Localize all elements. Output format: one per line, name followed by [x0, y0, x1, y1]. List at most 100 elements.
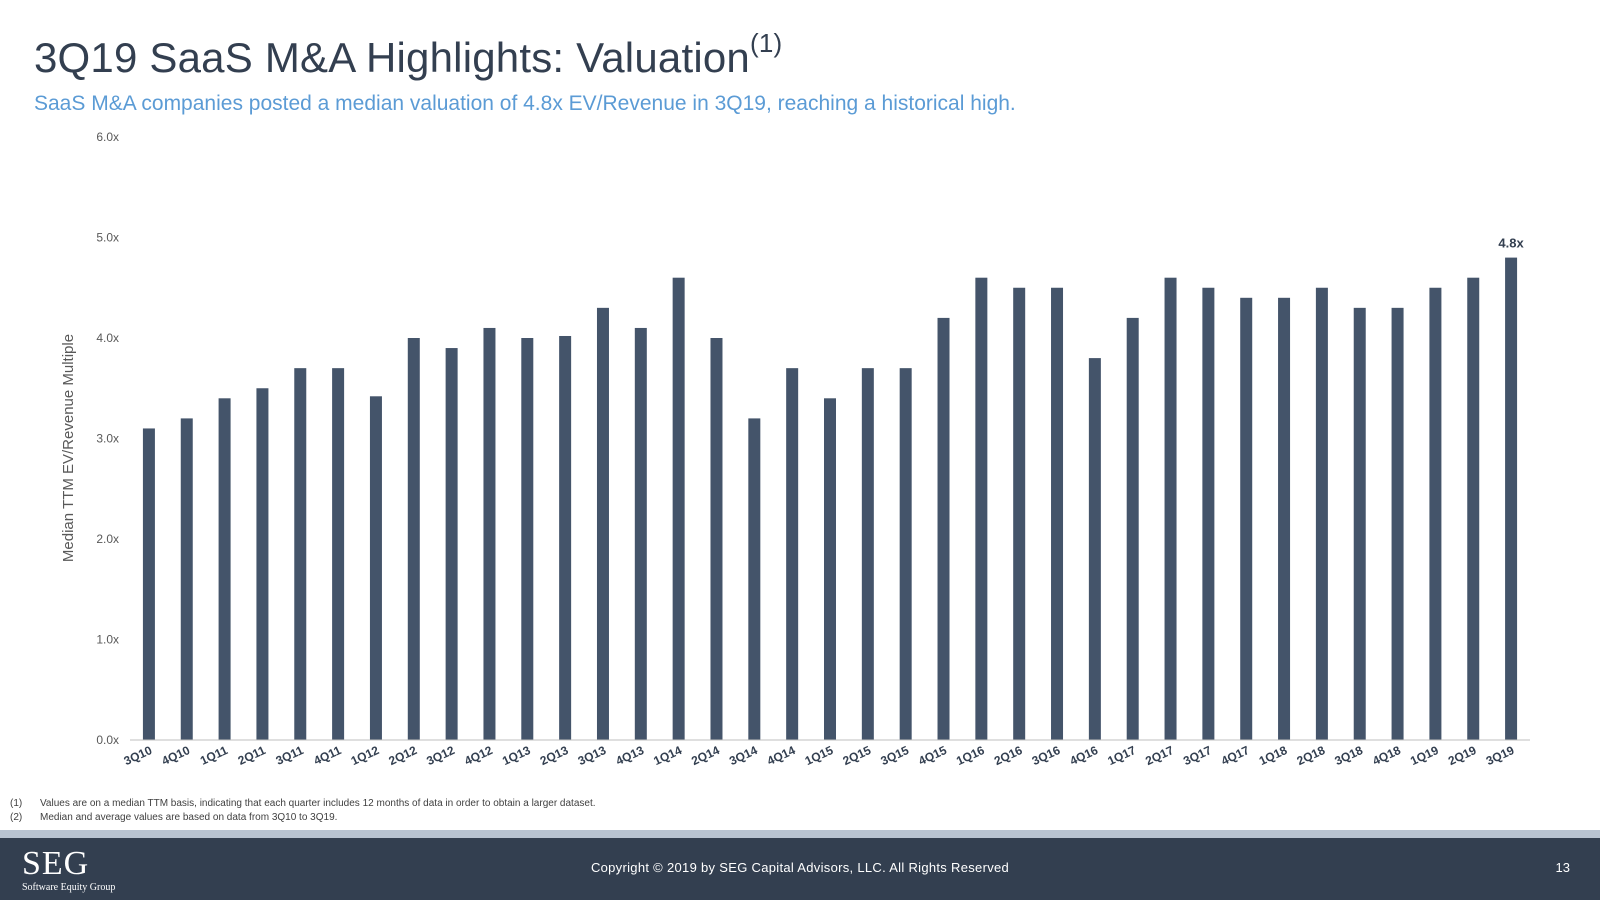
x-tick-label: 1Q18 [1257, 743, 1290, 768]
bar-1Q19 [1429, 287, 1442, 740]
x-tick-label: 4Q15 [916, 743, 949, 768]
x-tick-label: 1Q14 [651, 743, 684, 768]
bar-3Q16 [1051, 287, 1064, 740]
bar-2Q18 [1315, 287, 1328, 740]
x-tick-label: 3Q17 [1181, 743, 1214, 768]
x-tick-label: 1Q13 [500, 743, 533, 768]
bar-3Q11 [294, 368, 307, 740]
footnote-1: (1) Values are on a median TTM basis, ind… [10, 797, 596, 811]
x-tick-label: 3Q11 [274, 743, 306, 768]
page-number: 13 [1555, 860, 1570, 875]
footnote-text: Median and average values are based on d… [40, 812, 338, 823]
bar-2Q15 [861, 368, 874, 740]
bar-4Q11 [332, 368, 345, 740]
footer-bar: SEG Software Equity Group Copyright © 20… [0, 838, 1600, 900]
logo-wordmark: SEG [22, 845, 90, 882]
x-tick-label: 2Q13 [538, 743, 571, 768]
bar-series [142, 257, 1518, 740]
footer-stripe [0, 830, 1600, 838]
bar-3Q13 [596, 307, 609, 740]
bar-3Q12 [445, 348, 458, 740]
bar-4Q16 [1088, 358, 1101, 740]
x-axis-tick-labels: 3Q10 4Q10 1Q11 2Q11 3Q11 4Q11 1Q12 2Q12 3Q12 4Q12… [122, 743, 1517, 768]
footnote-number: (1) [10, 798, 23, 809]
x-tick-label: 2Q12 [387, 743, 420, 768]
logo-tagline: Software Equity Group [22, 882, 116, 893]
bar-1Q11 [218, 398, 231, 740]
seg-logo: SEG Software Equity Group [22, 846, 115, 894]
x-tick-label: 1Q17 [1105, 743, 1138, 768]
x-tick-label: 3Q13 [576, 743, 609, 768]
bar-4Q17 [1240, 297, 1253, 740]
x-tick-label: 4Q17 [1219, 743, 1252, 768]
bar-3Q14 [748, 418, 761, 740]
x-tick-label: 4Q11 [311, 743, 343, 768]
y-axis-label: Median TTM EV/Revenue Multiple [60, 334, 77, 562]
x-tick-label: 2Q16 [992, 743, 1025, 768]
bar-2Q16 [1013, 287, 1026, 740]
title-footnote-marker: (1) [749, 28, 783, 58]
data-labels: 4.8x [1498, 236, 1524, 251]
y-tick-label: 4.0x [96, 331, 119, 345]
bar-1Q16 [975, 277, 988, 740]
x-tick-label: 3Q15 [878, 743, 911, 768]
x-tick-label: 1Q19 [1408, 743, 1441, 768]
x-tick-label: 4Q18 [1370, 743, 1403, 768]
x-tick-label: 4Q14 [765, 743, 798, 768]
x-tick-label: 2Q18 [1295, 743, 1328, 768]
bar-4Q15 [937, 317, 950, 740]
y-tick-label: 3.0x [96, 432, 119, 446]
bar-1Q18 [1278, 297, 1291, 740]
bar-1Q17 [1126, 317, 1139, 740]
bar-3Q17 [1202, 287, 1215, 740]
footnote-2: (2) Median and average values are based o… [10, 811, 596, 825]
bar-4Q14 [786, 368, 799, 740]
bar-4Q10 [180, 418, 193, 740]
x-tick-label: 2Q11 [236, 743, 268, 768]
x-tick-label: 2Q15 [841, 743, 874, 768]
x-tick-label: 2Q19 [1446, 743, 1479, 768]
x-tick-label: 3Q12 [424, 743, 457, 768]
title-text: 3Q19 SaaS M&A Highlights: Valuation [34, 34, 750, 81]
copyright-text: Copyright © 2019 by SEG Capital Advisors… [590, 860, 1010, 875]
bar-3Q18 [1353, 307, 1366, 740]
y-tick-label: 1.0x [96, 633, 119, 647]
y-tick-label: 6.0x [96, 130, 119, 144]
bar-2Q11 [256, 388, 269, 740]
bar-2Q13 [559, 335, 572, 740]
x-tick-label: 3Q16 [1030, 743, 1063, 768]
bar-1Q12 [369, 396, 382, 740]
x-tick-label: 1Q15 [803, 743, 836, 768]
bar-1Q13 [521, 338, 534, 740]
bar-4Q13 [634, 327, 647, 740]
bar-2Q12 [407, 338, 420, 740]
bar-3Q10 [142, 428, 155, 740]
x-tick-label: 1Q12 [349, 743, 382, 768]
valuation-bar-chart: Median TTM EV/Revenue Multiple 0.0x 1.0x 2… [60, 130, 1530, 768]
y-axis-ticks: 0.0x 1.0x 2.0x 3.0x 4.0x 5.0x 6.0x [96, 130, 119, 747]
x-tick-label: 4Q10 [159, 743, 192, 768]
page-subtitle: SaaS M&A companies posted a median valua… [34, 92, 1016, 115]
footnotes: (1) Values are on a median TTM basis, ind… [10, 797, 596, 825]
x-tick-label: 2Q14 [689, 743, 722, 768]
y-tick-label: 5.0x [96, 231, 119, 245]
x-tick-label: 1Q16 [954, 743, 987, 768]
bar-4Q18 [1391, 307, 1404, 740]
footnote-number: (2) [10, 812, 23, 823]
x-tick-label: 4Q12 [462, 743, 495, 768]
x-tick-label: 4Q16 [1068, 743, 1101, 768]
y-tick-label: 2.0x [96, 532, 119, 546]
bar-1Q14 [672, 277, 685, 740]
bar-3Q15 [899, 368, 912, 740]
bar-1Q15 [824, 398, 836, 740]
bar-3Q19 [1505, 257, 1518, 740]
bar-2Q17 [1164, 277, 1177, 740]
page-title: 3Q19 SaaS M&A Highlights: Valuation(1) [34, 28, 782, 82]
x-tick-label: 3Q19 [1484, 743, 1517, 768]
data-label-3Q19: 4.8x [1498, 236, 1524, 251]
x-tick-label: 3Q10 [122, 743, 155, 768]
x-tick-label: 1Q11 [198, 743, 230, 768]
x-tick-label: 4Q13 [614, 743, 647, 768]
bar-2Q19 [1467, 277, 1480, 740]
footnote-text: Values are on a median TTM basis, indica… [40, 798, 596, 809]
